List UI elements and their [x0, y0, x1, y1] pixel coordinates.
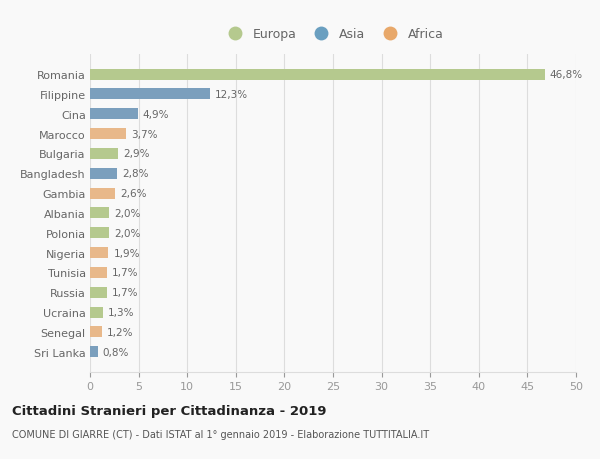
Legend: Europa, Asia, Africa: Europa, Asia, Africa	[218, 23, 449, 46]
Text: 1,9%: 1,9%	[113, 248, 140, 258]
Text: 12,3%: 12,3%	[214, 90, 248, 100]
Text: 2,8%: 2,8%	[122, 169, 149, 179]
Text: 0,8%: 0,8%	[103, 347, 129, 357]
Text: 2,6%: 2,6%	[120, 189, 146, 199]
Text: 1,7%: 1,7%	[112, 268, 138, 278]
Text: 2,0%: 2,0%	[114, 208, 140, 218]
Text: 1,3%: 1,3%	[107, 308, 134, 317]
Bar	[90, 327, 101, 338]
Text: 1,7%: 1,7%	[112, 288, 138, 297]
Text: 3,7%: 3,7%	[131, 129, 157, 139]
Text: 2,0%: 2,0%	[114, 228, 140, 238]
Bar	[90, 267, 107, 278]
Bar	[90, 287, 107, 298]
Text: 1,2%: 1,2%	[107, 327, 133, 337]
Bar	[90, 168, 117, 179]
Bar	[90, 89, 209, 100]
Bar	[90, 69, 545, 80]
Bar	[90, 109, 137, 120]
Bar	[90, 228, 109, 239]
Bar	[90, 208, 109, 219]
Bar	[90, 307, 103, 318]
Text: Cittadini Stranieri per Cittadinanza - 2019: Cittadini Stranieri per Cittadinanza - 2…	[12, 404, 326, 417]
Text: 46,8%: 46,8%	[550, 70, 583, 80]
Text: COMUNE DI GIARRE (CT) - Dati ISTAT al 1° gennaio 2019 - Elaborazione TUTTITALIA.: COMUNE DI GIARRE (CT) - Dati ISTAT al 1°…	[12, 429, 429, 439]
Bar	[90, 188, 115, 199]
Bar	[90, 129, 126, 140]
Text: 4,9%: 4,9%	[142, 110, 169, 119]
Bar	[90, 149, 118, 160]
Text: 2,9%: 2,9%	[123, 149, 149, 159]
Bar	[90, 247, 109, 258]
Bar	[90, 347, 98, 358]
